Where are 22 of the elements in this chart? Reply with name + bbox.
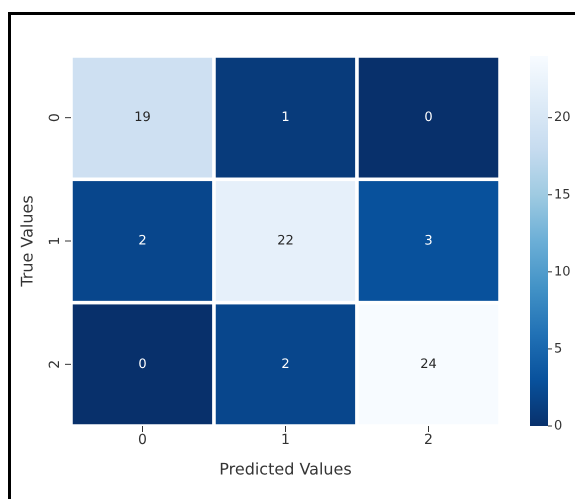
data-label: 0 [138, 356, 147, 372]
color-bar-label: 10 [554, 264, 571, 280]
data-label: 0 [424, 110, 433, 126]
data-label: 2 [138, 234, 147, 248]
color-bar-label: 20 [554, 110, 571, 126]
color-bar-label: 15 [554, 187, 571, 202]
x-tick-label: 2 [424, 432, 433, 448]
color-bar-label: 5 [554, 341, 562, 356]
x-tick-label: 1 [281, 432, 290, 448]
data-label: 22 [277, 234, 294, 248]
y-tick-label: 1 [47, 236, 63, 246]
data-label: 1 [281, 110, 290, 126]
y-tick-label: 0 [47, 113, 63, 122]
color-bar-label: 0 [554, 418, 562, 434]
x-tick-label: 0 [138, 432, 147, 448]
data-label: 2 [281, 356, 290, 372]
data-label: 19 [134, 110, 151, 126]
data-label: 3 [424, 234, 433, 248]
data-label: 24 [420, 356, 437, 372]
y-tick-label: 2 [47, 360, 63, 369]
x-axis-title: Predicted Values [219, 460, 352, 478]
y-axis-title: True Values [18, 195, 36, 288]
